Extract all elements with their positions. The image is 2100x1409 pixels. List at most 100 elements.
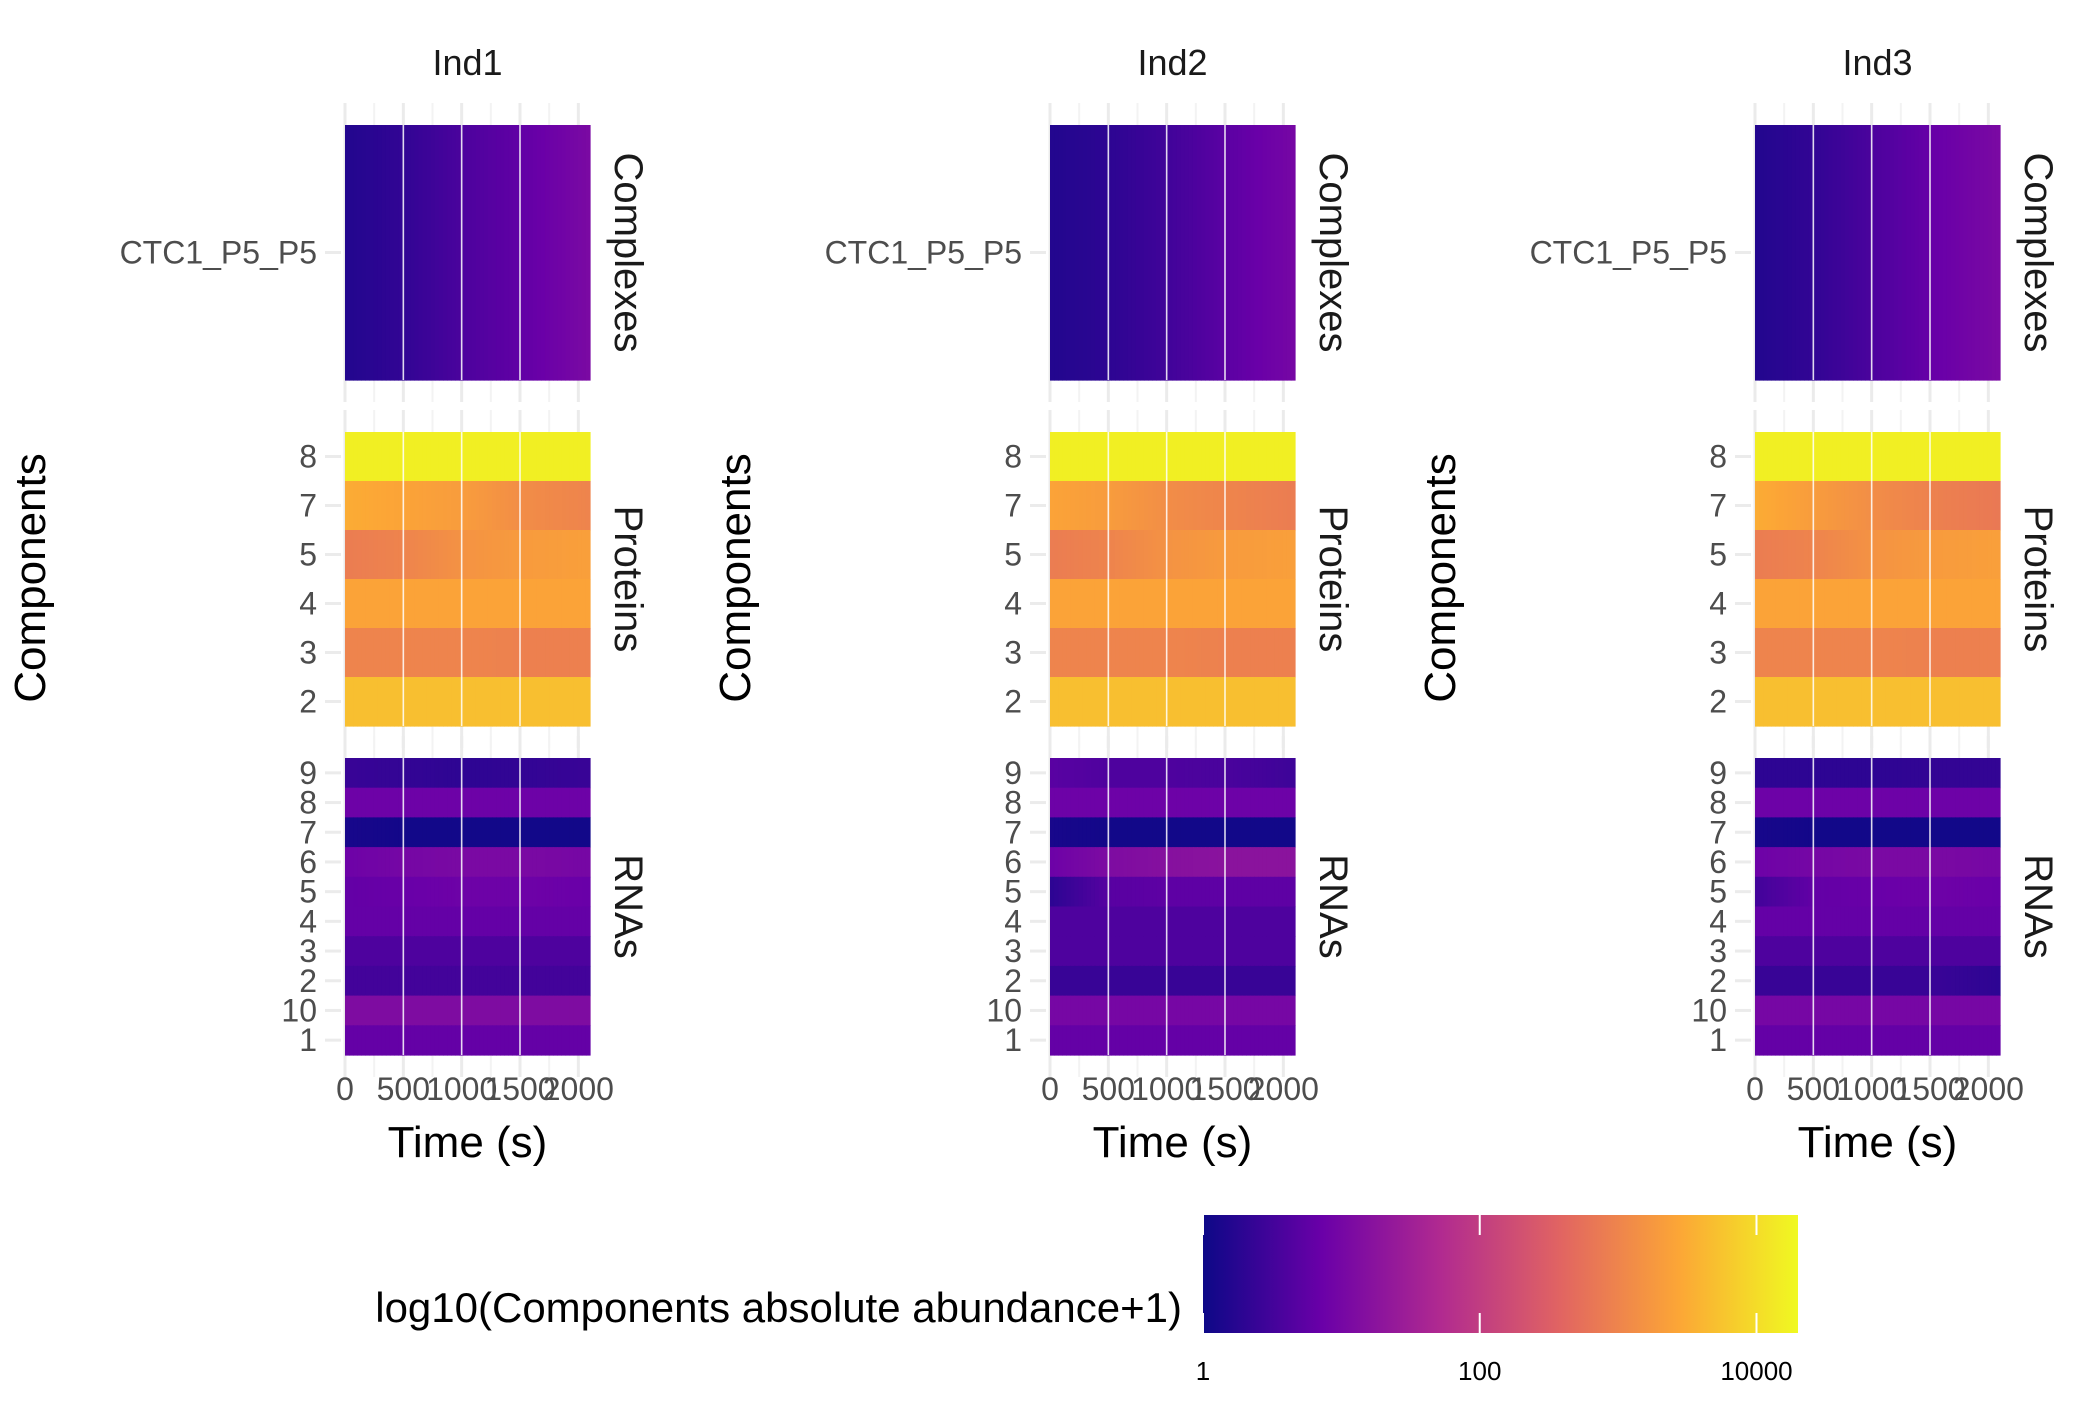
heatmap-cell <box>443 1025 448 1056</box>
heatmap-cell <box>1889 481 1895 531</box>
heatmap-cell <box>541 579 546 629</box>
heatmap-cell <box>1840 936 1846 967</box>
heatmap-cell <box>1119 481 1125 531</box>
heatmap-cell <box>1082 817 1088 848</box>
heatmap-cell <box>1804 481 1809 531</box>
heatmap-cell <box>1103 481 1108 531</box>
heatmap-cell <box>1783 579 1789 629</box>
heatmap-cell <box>1938 677 1944 727</box>
heatmap-cell <box>1266 628 1272 678</box>
heatmap-cell <box>1918 530 1924 580</box>
heatmap-cell <box>361 965 367 997</box>
heatmap-cell <box>1082 995 1088 1026</box>
heatmap-cell <box>1229 847 1235 878</box>
heatmap-cell <box>1074 677 1080 727</box>
heatmap-cell <box>1168 1025 1174 1056</box>
heatmap-cell <box>1865 677 1870 727</box>
heatmap-cell <box>1983 579 1989 629</box>
heatmap-cell <box>1262 758 1268 789</box>
heatmap-cell <box>487 847 493 878</box>
heatmap-cell <box>1192 936 1198 967</box>
heatmap-cell <box>377 906 383 937</box>
heatmap-cell <box>1763 1025 1768 1056</box>
heatmap-cell <box>1066 876 1072 908</box>
heatmap-cell <box>1058 817 1063 848</box>
heatmap-cell <box>1168 876 1174 908</box>
heatmap-cell <box>1221 481 1227 531</box>
heatmap-cell <box>1799 906 1805 937</box>
heatmap-cell <box>402 965 407 997</box>
heatmap-cell <box>365 965 371 997</box>
heatmap-cell <box>357 432 362 482</box>
heatmap-cell <box>1853 579 1858 629</box>
heatmap-cell <box>373 530 379 580</box>
heatmap-cell <box>541 847 546 878</box>
heatmap-cell <box>500 965 505 997</box>
heatmap-cell <box>524 876 530 908</box>
heatmap-cell <box>496 530 501 580</box>
heatmap-cell <box>1771 995 1777 1026</box>
heatmap-cell <box>520 847 526 878</box>
heatmap-cell <box>1258 677 1263 727</box>
heatmap-cell <box>1795 628 1801 678</box>
heatmap-cell <box>1763 965 1768 997</box>
heatmap-cell <box>1926 876 1932 908</box>
heatmap-cell <box>357 530 362 580</box>
heatmap-cell <box>1290 787 1296 818</box>
heatmap-cell <box>1160 965 1165 997</box>
heatmap-cell <box>1787 125 1793 381</box>
heatmap-cell <box>1082 481 1088 531</box>
heatmap-cell <box>361 995 367 1026</box>
heatmap-cell <box>1836 965 1842 997</box>
heatmap-cell <box>1184 847 1190 878</box>
heatmap-cell <box>1225 936 1231 967</box>
heatmap-cell <box>402 677 407 727</box>
heatmap-cell <box>1266 847 1272 878</box>
heatmap-cell <box>1266 936 1272 967</box>
heatmap-cell <box>1180 677 1186 727</box>
heatmap-cell <box>418 481 424 531</box>
heatmap-cell <box>585 906 591 937</box>
heatmap-cell <box>1237 432 1243 482</box>
heatmap-cell <box>443 530 448 580</box>
heatmap-cell <box>500 1025 505 1056</box>
heatmap-cell <box>1082 847 1088 878</box>
heatmap-cell <box>1955 817 1960 848</box>
heatmap-cell <box>1910 965 1915 997</box>
heatmap-cell <box>1099 432 1104 482</box>
heatmap-cell <box>1877 677 1883 727</box>
heatmap-cell <box>524 481 530 531</box>
heatmap-cell <box>1233 936 1239 967</box>
heatmap-cell <box>1844 817 1850 848</box>
heatmap-cell <box>1816 530 1821 580</box>
heatmap-cell <box>1955 1025 1960 1056</box>
heatmap-cell <box>581 936 587 967</box>
heatmap-cell <box>1119 125 1125 381</box>
heatmap-cell <box>1975 481 1981 531</box>
heatmap-cell <box>447 628 452 678</box>
heatmap-cell <box>1225 530 1231 580</box>
heatmap-cell <box>1820 965 1826 997</box>
heatmap-cell <box>1278 906 1284 937</box>
heatmap-cell <box>479 758 485 789</box>
heatmap-cell <box>1885 817 1891 848</box>
heatmap-cell <box>1853 432 1858 482</box>
heatmap-cell <box>1254 432 1259 482</box>
heatmap-cell <box>536 995 542 1026</box>
heatmap-cell <box>377 481 383 531</box>
heatmap-cell <box>1074 876 1080 908</box>
heatmap-cell <box>1152 876 1157 908</box>
heatmap-cell <box>1107 432 1112 482</box>
heatmap-cell <box>1799 579 1805 629</box>
heatmap-cell <box>373 481 379 531</box>
heatmap-cell <box>1897 758 1903 789</box>
heatmap-cell <box>1836 677 1842 727</box>
heatmap-cell <box>430 1025 436 1056</box>
heatmap-cell <box>1975 125 1981 381</box>
heatmap-cell <box>1050 995 1055 1026</box>
facet-strip-label: Proteins <box>2016 506 2060 653</box>
heatmap-cell <box>1942 1025 1948 1056</box>
heatmap-cell <box>1213 787 1219 818</box>
heatmap-cell <box>1148 758 1153 789</box>
heatmap-cell <box>487 530 493 580</box>
